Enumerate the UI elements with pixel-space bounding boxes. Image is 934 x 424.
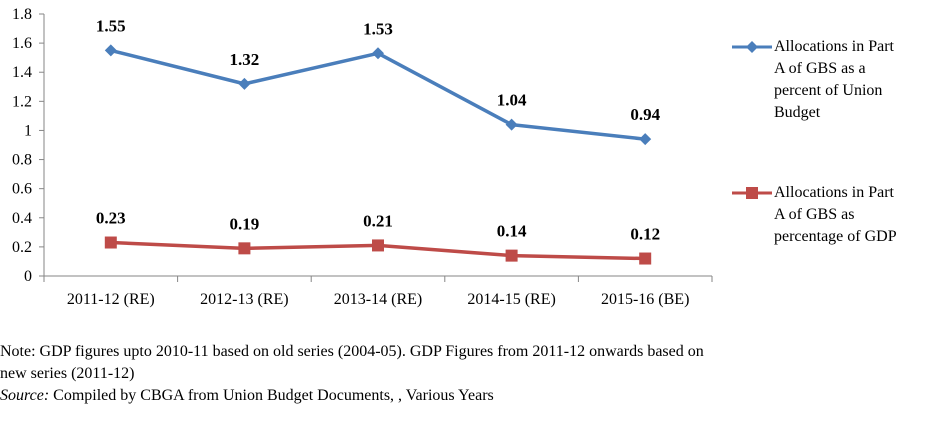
legend-label-line: Allocations in Part	[774, 184, 894, 201]
x-tick-label: 2014-15 (RE)	[467, 291, 555, 308]
data-point	[238, 77, 251, 90]
data-point	[505, 249, 518, 262]
data-point	[372, 47, 384, 60]
data-label: 1.32	[230, 50, 260, 69]
data-label: 0.23	[96, 209, 126, 228]
data-point	[639, 133, 652, 146]
x-tick-label: 2015-16 (BE)	[601, 291, 689, 308]
legend-item-budget-percent: Allocations in Part A of GBS as a percen…	[732, 36, 932, 124]
data-point	[639, 252, 652, 265]
data-label: 0.21	[363, 211, 393, 230]
note-line-1: Note: GDP figures upto 2010-11 based on …	[0, 343, 704, 360]
data-point	[104, 44, 117, 57]
x-tick-label: 2012-13 (RE)	[200, 291, 288, 308]
x-tick-label: 2011-12 (RE)	[67, 291, 155, 308]
note-line-2: new series (2011-12)	[0, 365, 135, 382]
source-text: Compiled by CBGA from Union Budget Docum…	[49, 387, 494, 404]
data-label: 0.94	[630, 105, 660, 124]
data-point	[238, 242, 251, 255]
chart-notes: Note: GDP figures upto 2010-11 based on …	[0, 341, 934, 407]
legend-label-line: A of GBS as a	[774, 60, 866, 77]
legend-swatch-gdp-percent	[732, 187, 772, 199]
y-tick-label: 0	[24, 268, 32, 285]
y-axis-ticks: 0 0.2 0.4 0.6 0.8 1 1.2 1.4 1.6 1.8	[12, 6, 44, 285]
data-label: 0.19	[230, 214, 260, 233]
legend-label-line: percent of Union	[774, 82, 883, 99]
y-tick-label: 0.6	[12, 181, 32, 198]
legend-swatch-budget-percent	[732, 41, 772, 53]
y-tick-label: 0.4	[12, 210, 32, 227]
x-axis-ticks: 2011-12 (RE) 2012-13 (RE) 2013-14 (RE) 2014…	[43, 276, 713, 308]
y-tick-label: 0.2	[12, 239, 32, 256]
data-label: 1.55	[96, 16, 126, 35]
legend-item-gdp-percent: Allocations in Part A of GBS as percenta…	[732, 182, 932, 248]
legend-label-line: percentage of GDP	[774, 228, 897, 245]
series-line-0	[110, 48, 646, 141]
y-tick-label: 1.2	[12, 93, 32, 110]
source-label: Source:	[0, 387, 50, 404]
legend-label-line: Budget	[774, 104, 821, 121]
y-tick-label: 0.8	[12, 152, 32, 169]
y-tick-label: 1	[24, 122, 32, 139]
legend-label-line: A of GBS as	[774, 206, 855, 223]
data-label: 1.53	[363, 19, 393, 38]
data-point	[505, 118, 518, 131]
y-tick-label: 1.6	[12, 35, 32, 52]
data-label: 0.14	[497, 222, 527, 241]
source-line: Source: Compiled by CBGA from Union Budg…	[0, 385, 934, 407]
data-point	[372, 239, 384, 252]
legend-label-line: Allocations in Part	[774, 38, 894, 55]
data-label: 1.04	[497, 91, 527, 110]
y-tick-label: 1.8	[12, 6, 32, 23]
chart-series: 1.55 1.32 1.53 1.04 0.94 0.23 0.19 0.21 0.14 0.12	[96, 16, 661, 265]
data-point	[104, 236, 117, 249]
y-tick-label: 1.4	[12, 64, 32, 81]
line-chart: 00.20.40.60.811.21.41.61.8 2011-12 (RE) 2…	[12, 6, 713, 308]
data-label: 0.12	[630, 225, 660, 244]
chart-axes	[43, 14, 712, 277]
x-tick-label: 2013-14 (RE)	[334, 291, 422, 308]
